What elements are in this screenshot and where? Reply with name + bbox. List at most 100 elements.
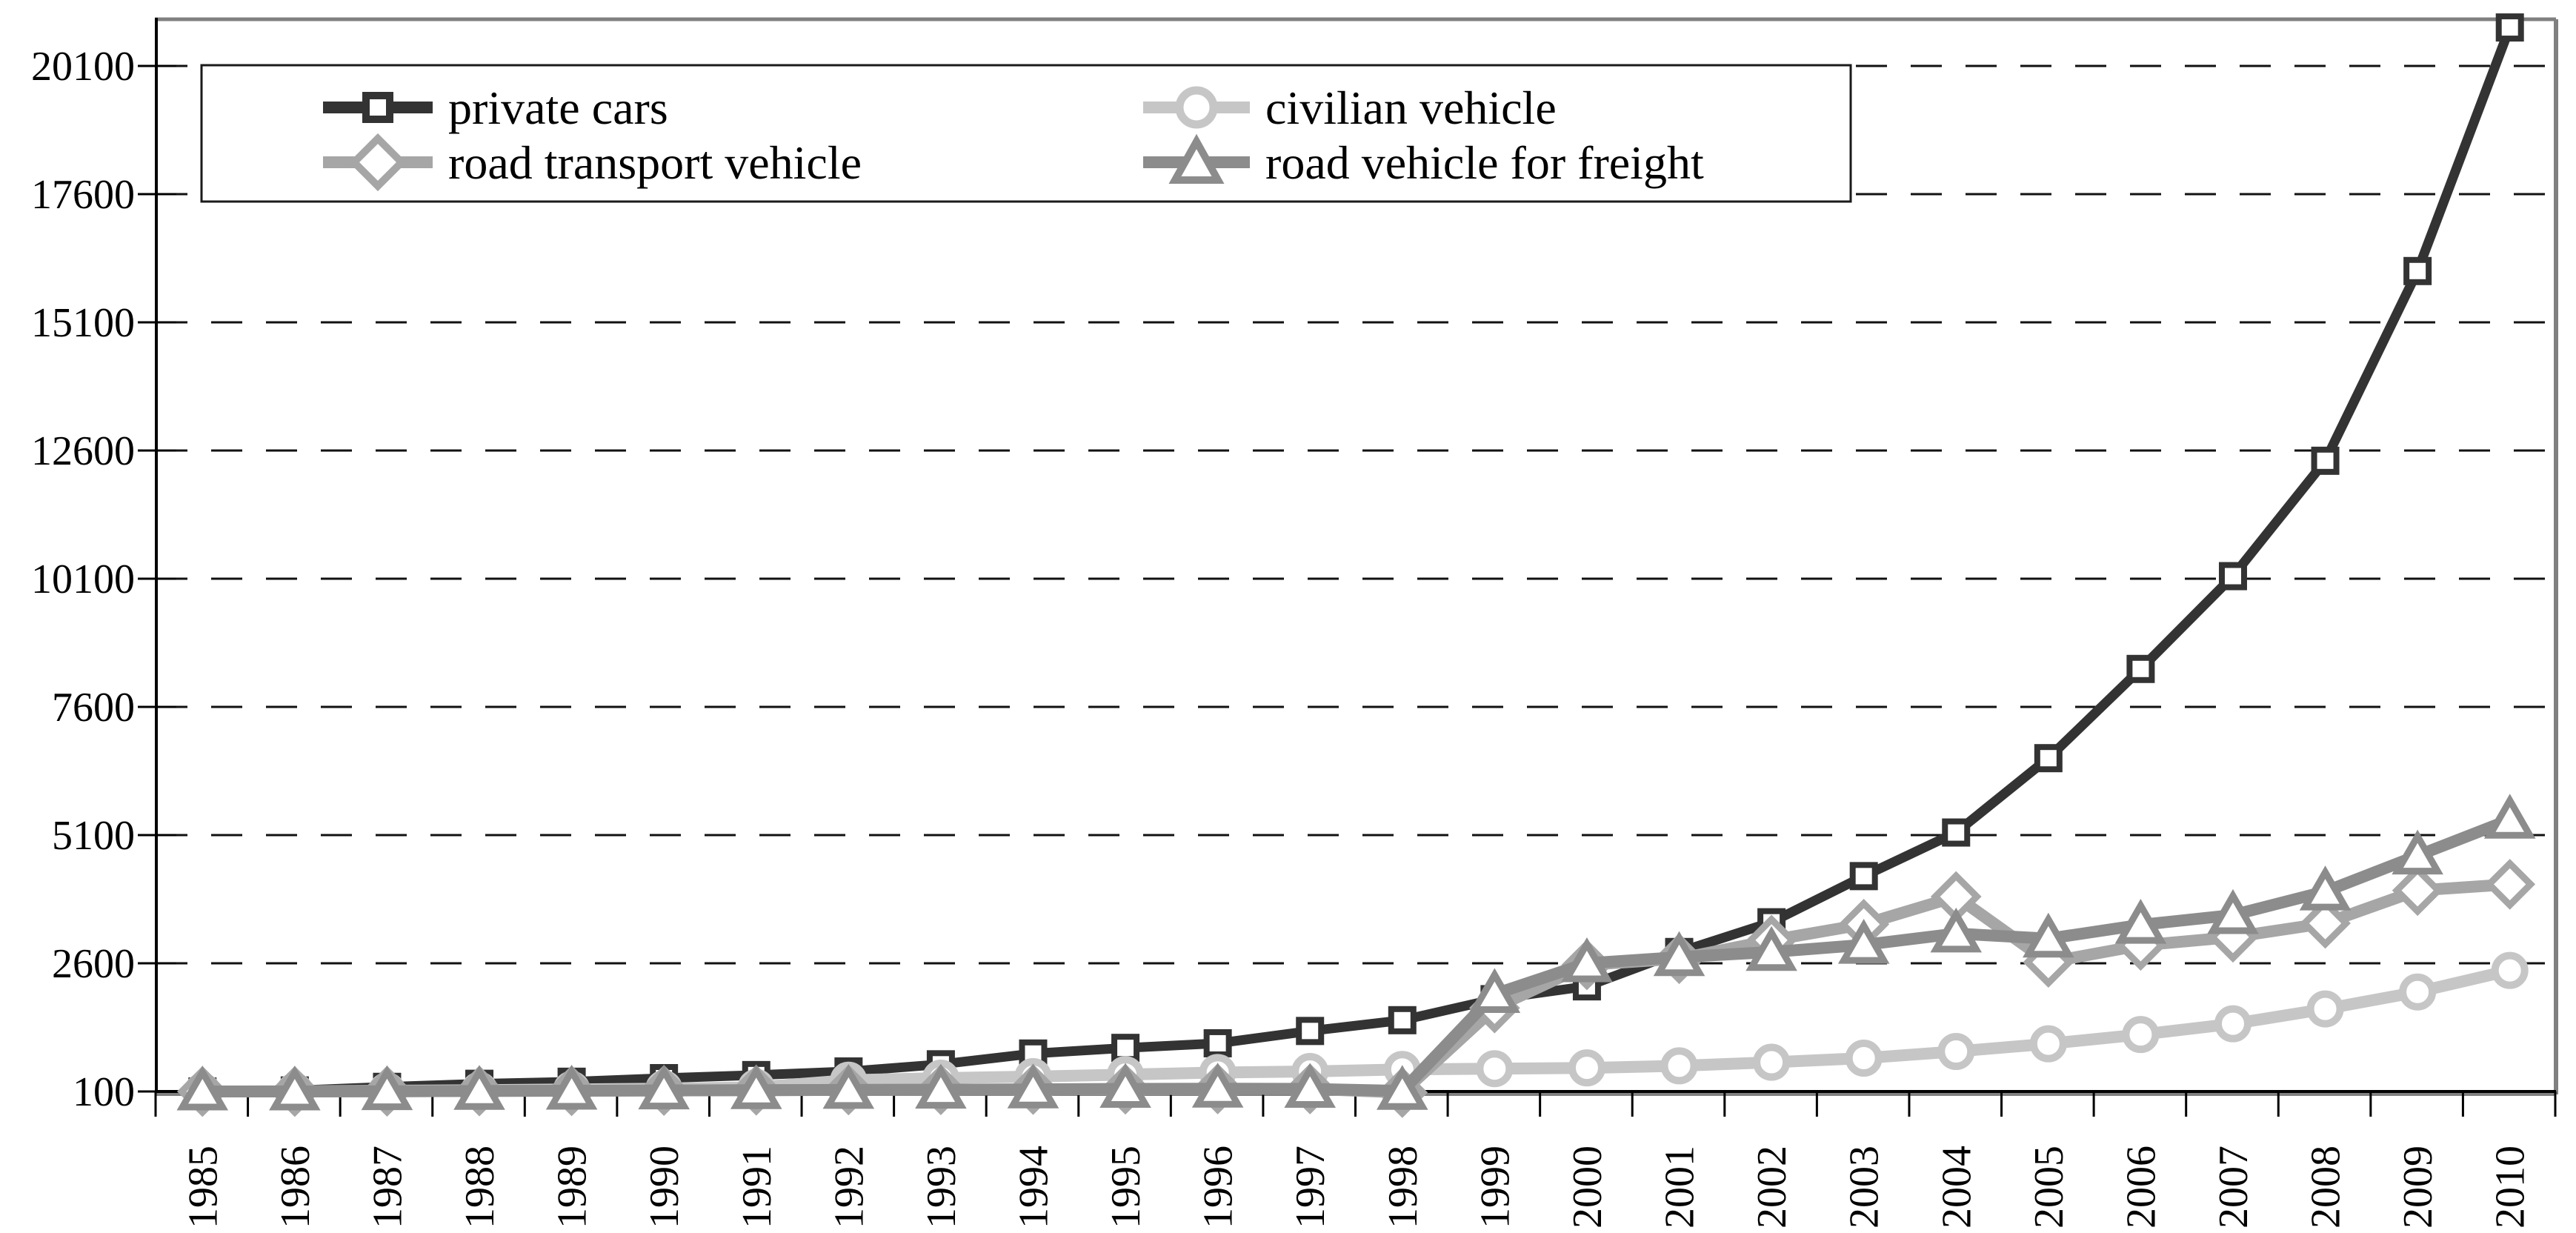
square-marker-icon (2311, 446, 2340, 475)
triangle-marker-icon (1930, 907, 1983, 953)
y-tick-label: 20100 (31, 44, 135, 90)
square-marker-icon (2495, 13, 2524, 42)
x-tick-label: 1987 (365, 1146, 410, 1229)
triangle-marker-icon (1468, 968, 1521, 1014)
circle-marker-icon (2491, 951, 2529, 989)
y-tick-label: 10100 (31, 556, 135, 602)
circle-marker-icon (1175, 86, 1218, 129)
x-tick-label: 1986 (273, 1146, 319, 1229)
x-tick-label: 2007 (2211, 1146, 2257, 1229)
triangle-marker-icon (2114, 899, 2167, 944)
legend-label-private-cars: private cars (448, 82, 668, 134)
series-line-road-vehicle-for-freight (196, 814, 2516, 1097)
x-tick-label: 1992 (826, 1146, 872, 1229)
x-tick-label: 2010 (2488, 1146, 2534, 1229)
square-marker-icon (1849, 862, 1878, 891)
y-tick-label: 15100 (31, 300, 135, 346)
triangle-marker-icon (1745, 925, 1797, 971)
circle-marker-icon (1476, 1050, 1514, 1088)
x-tick-label: 1989 (550, 1146, 596, 1229)
y-tick-label: 7600 (52, 685, 135, 731)
x-tick-label: 2006 (2118, 1146, 2164, 1229)
legend-label-road-vehicle-for-freight: road vehicle for freight (1265, 136, 1704, 189)
x-tick-label: 1994 (1011, 1146, 1056, 1229)
triangle-marker-icon (361, 1065, 413, 1111)
x-tick-label: 1991 (734, 1146, 780, 1229)
legend-border (200, 64, 1852, 203)
triangle-marker-icon (2299, 865, 2352, 911)
x-tick-label: 1993 (919, 1146, 965, 1229)
circle-marker-icon (2399, 973, 2437, 1011)
triangle-marker-icon (2207, 888, 2259, 934)
triangle-marker-icon (1168, 133, 1225, 184)
x-tick-label: 1999 (1472, 1146, 1518, 1229)
circle-marker-icon (2306, 990, 2344, 1028)
legend-label-road-transport-vehicle: road transport vehicle (448, 136, 862, 189)
x-tick-label: 1996 (1196, 1146, 1242, 1229)
x-tick-label: 1990 (642, 1146, 688, 1229)
x-tick-label: 2008 (2303, 1146, 2349, 1229)
triangle-marker-icon (176, 1065, 229, 1111)
circle-marker-icon (1753, 1043, 1791, 1081)
triangle-marker-icon (822, 1063, 875, 1109)
square-marker-icon (1388, 1006, 1417, 1034)
square-marker-icon (2126, 654, 2155, 683)
diamond-marker-icon (2484, 859, 2536, 910)
series-line-civilian-vehicle (196, 964, 2516, 1097)
legend-label-civilian-vehicle: civilian vehicle (1265, 82, 1557, 134)
legend-item-road-vehicle-for-freight: road vehicle for freight (1143, 133, 1704, 189)
x-tick-label: 1988 (457, 1146, 503, 1229)
x-tick-label: 1997 (1288, 1146, 1334, 1229)
square-marker-icon (1296, 1017, 1325, 1046)
square-marker-icon (362, 92, 393, 123)
x-tick-label: 2001 (1657, 1146, 1703, 1229)
square-marker-icon (2218, 562, 2247, 591)
triangle-marker-icon (1284, 1063, 1336, 1109)
triangle-marker-icon (453, 1065, 505, 1110)
triangle-marker-icon (1191, 1063, 1244, 1108)
triangle-marker-icon (1653, 931, 1705, 977)
x-tick-label: 2004 (1934, 1146, 1980, 1229)
triangle-marker-icon (1099, 1063, 1151, 1109)
circle-marker-icon (2122, 1016, 2160, 1054)
square-marker-icon (1111, 1034, 1140, 1063)
triangle-marker-icon (915, 1063, 967, 1109)
y-tick-label: 100 (73, 1069, 135, 1115)
triangle-marker-icon (730, 1064, 782, 1109)
legend-item-private-cars: private cars (323, 82, 668, 134)
plot-area: 100 2600 5100 7600 10100 12600 15100 17600 20100… (31, 13, 2558, 1229)
y-tick-label: 12600 (31, 428, 135, 474)
triangle-marker-icon (2483, 794, 2536, 839)
triangle-marker-icon (269, 1065, 321, 1111)
y-tick-label: 5100 (52, 813, 135, 859)
square-marker-icon (2403, 256, 2432, 285)
diamond-marker-icon (2300, 897, 2351, 949)
circle-marker-icon (1660, 1047, 1698, 1085)
triangle-marker-icon (1561, 937, 1613, 983)
x-tick-label: 2002 (1749, 1146, 1795, 1229)
x-tick-label: 2003 (1842, 1146, 1888, 1229)
circle-marker-icon (2214, 1005, 2251, 1043)
triangle-marker-icon (1377, 1065, 1428, 1110)
square-marker-icon (1942, 818, 1971, 847)
diamond-marker-icon (348, 133, 407, 192)
triangle-marker-icon (2023, 912, 2074, 958)
triangle-marker-icon (1837, 919, 1890, 964)
triangle-marker-icon (2392, 829, 2443, 875)
x-tick-label: 2005 (2026, 1146, 2072, 1229)
square-marker-icon (1203, 1028, 1232, 1057)
triangle-marker-icon (1007, 1063, 1059, 1109)
triangle-marker-icon (638, 1064, 690, 1110)
y-tick-label: 2600 (52, 941, 135, 987)
triangle-marker-icon (545, 1064, 598, 1110)
circle-marker-icon (1845, 1040, 1883, 1077)
diamond-marker-icon (2392, 865, 2443, 917)
square-marker-icon (2034, 744, 2063, 773)
circle-marker-icon (2029, 1025, 2067, 1063)
y-tick-label: 17600 (31, 172, 135, 218)
x-tick-label: 1995 (1103, 1146, 1149, 1229)
circle-marker-icon (1937, 1033, 1975, 1071)
x-tick-label: 2009 (2395, 1146, 2441, 1229)
